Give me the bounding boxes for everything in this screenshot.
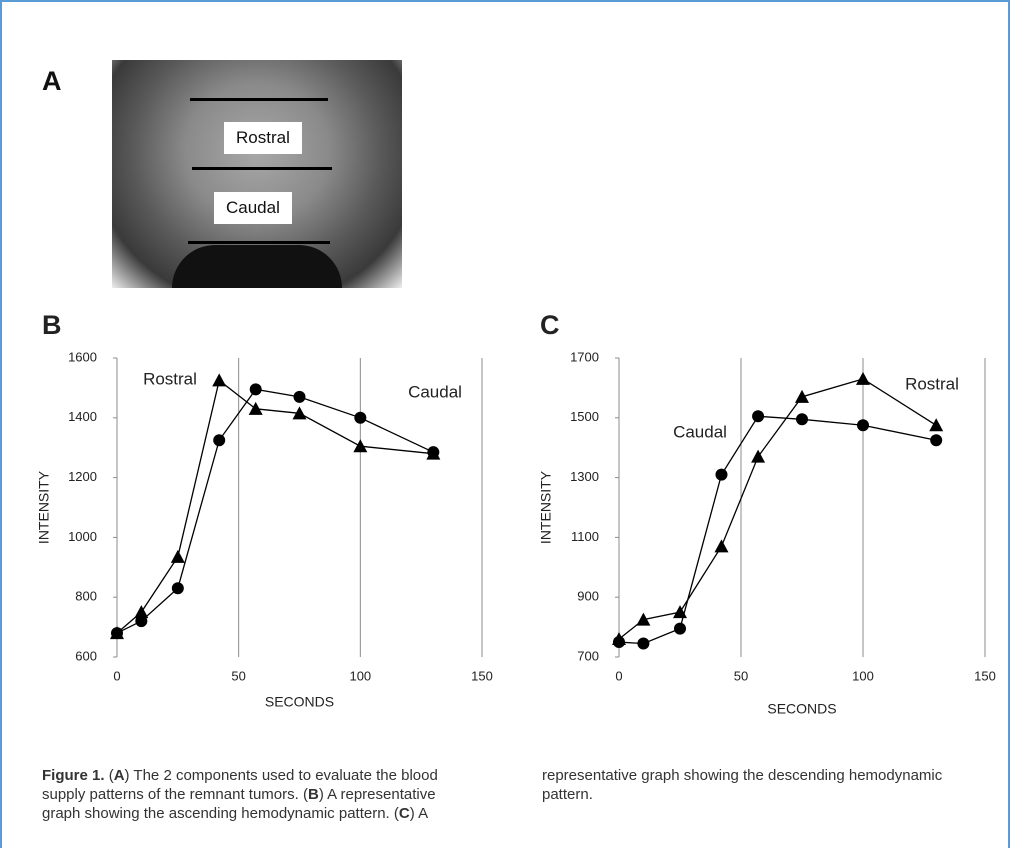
series-annotation: Rostral bbox=[905, 374, 959, 393]
marker bbox=[353, 439, 367, 452]
x-tick-label: 50 bbox=[734, 668, 748, 683]
marker bbox=[427, 446, 439, 458]
caption-text: A bbox=[114, 767, 125, 784]
series-annotation: Caudal bbox=[408, 382, 462, 401]
y-tick-label: 1200 bbox=[68, 469, 97, 484]
x-axis-label: SECONDS bbox=[767, 701, 836, 717]
caption-text: C bbox=[399, 805, 410, 822]
marker bbox=[856, 372, 870, 385]
image-shadow bbox=[172, 245, 342, 288]
marker bbox=[930, 434, 942, 446]
marker bbox=[795, 390, 809, 403]
x-tick-label: 100 bbox=[852, 668, 874, 683]
series-annotation: Rostral bbox=[143, 369, 197, 388]
marker bbox=[674, 623, 686, 635]
boundary-line bbox=[190, 98, 328, 101]
boundary-line bbox=[188, 241, 330, 244]
boundary-line bbox=[192, 167, 332, 170]
y-axis-label: INTENSITY bbox=[36, 470, 52, 544]
panel-label: C bbox=[540, 310, 560, 340]
marker bbox=[172, 582, 184, 594]
marker bbox=[135, 615, 147, 627]
y-tick-label: 1300 bbox=[570, 469, 599, 484]
caption-text: ) A representative graph showing the des… bbox=[410, 767, 943, 822]
marker bbox=[796, 413, 808, 425]
x-axis-label: SECONDS bbox=[265, 694, 334, 710]
region-label: Caudal bbox=[214, 192, 292, 224]
marker bbox=[637, 638, 649, 650]
y-tick-label: 900 bbox=[577, 589, 599, 604]
marker bbox=[857, 419, 869, 431]
caption-text: B bbox=[308, 786, 319, 803]
series-annotation: Caudal bbox=[673, 422, 727, 441]
y-tick-label: 1100 bbox=[571, 529, 599, 544]
marker bbox=[111, 627, 123, 639]
y-tick-label: 600 bbox=[75, 648, 97, 663]
y-tick-label: 1600 bbox=[68, 349, 97, 364]
x-tick-label: 0 bbox=[615, 668, 622, 683]
marker bbox=[714, 539, 728, 552]
panel-label: B bbox=[42, 310, 62, 340]
x-tick-label: 0 bbox=[113, 668, 120, 683]
series-line bbox=[117, 389, 433, 633]
marker bbox=[751, 450, 765, 463]
marker bbox=[250, 383, 262, 395]
mri-image: Rostral Caudal bbox=[112, 60, 402, 288]
marker bbox=[171, 550, 185, 563]
marker bbox=[613, 636, 625, 648]
marker bbox=[354, 412, 366, 424]
y-tick-label: 800 bbox=[75, 589, 97, 604]
y-tick-label: 700 bbox=[577, 648, 599, 663]
series-line bbox=[117, 380, 433, 633]
marker bbox=[294, 391, 306, 403]
y-tick-label: 1000 bbox=[68, 529, 97, 544]
marker bbox=[212, 373, 226, 386]
x-tick-label: 150 bbox=[471, 668, 493, 683]
x-tick-label: 150 bbox=[974, 668, 996, 683]
region-label: Rostral bbox=[224, 122, 302, 154]
y-axis-label: INTENSITY bbox=[538, 470, 554, 544]
y-tick-label: 1700 bbox=[570, 349, 599, 364]
caption: Figure 1. (A) The 2 components used to e… bbox=[42, 766, 972, 836]
marker bbox=[929, 418, 943, 431]
x-tick-label: 100 bbox=[349, 668, 371, 683]
marker bbox=[213, 434, 225, 446]
marker bbox=[715, 469, 727, 481]
marker bbox=[752, 410, 764, 422]
y-tick-label: 1500 bbox=[570, 409, 599, 424]
y-tick-label: 1400 bbox=[68, 409, 97, 424]
caption-label: Figure 1. bbox=[42, 767, 105, 784]
x-tick-label: 50 bbox=[231, 668, 245, 683]
series-line bbox=[619, 416, 936, 643]
marker bbox=[249, 402, 263, 415]
panel-label: A bbox=[42, 66, 62, 97]
figure-page: B0501001506008001000120014001600SECONDSI… bbox=[0, 0, 1010, 848]
